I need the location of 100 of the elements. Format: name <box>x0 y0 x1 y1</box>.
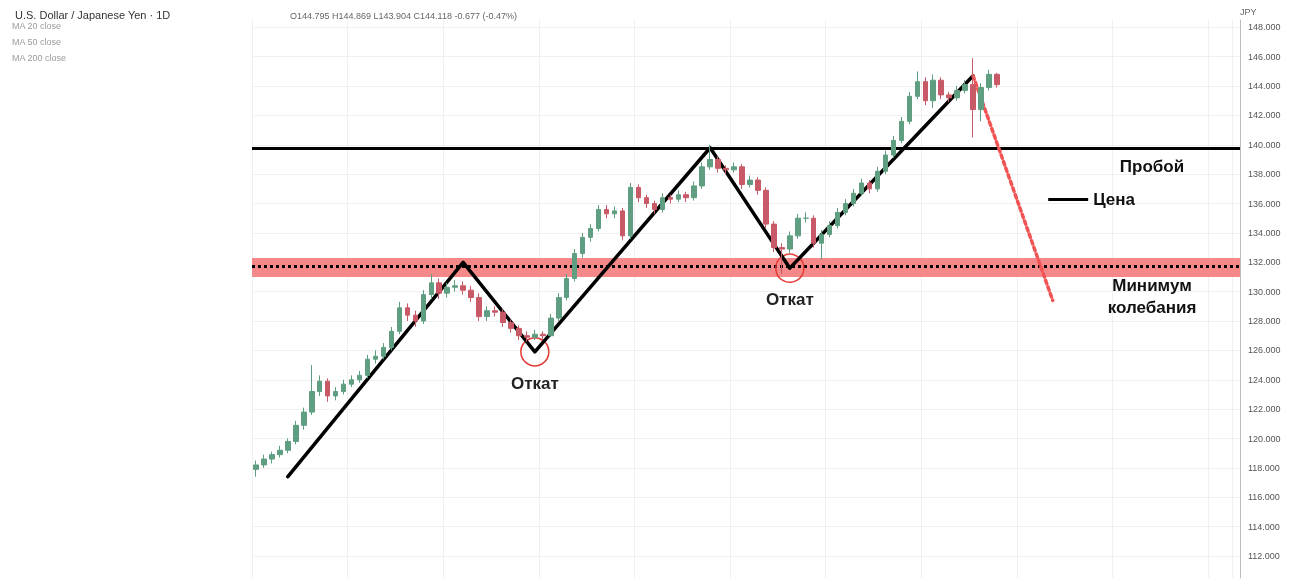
candlestick <box>516 324 522 341</box>
candlestick <box>301 407 307 431</box>
candlestick <box>835 207 840 230</box>
candlestick <box>930 73 936 109</box>
candlestick <box>261 454 267 469</box>
candlestick <box>811 214 816 249</box>
candlestick <box>723 164 729 175</box>
text: U.S. Dollar / Japanese Yen · 1D <box>15 8 171 21</box>
candlestick <box>986 69 992 91</box>
candlestick <box>883 150 888 175</box>
y-tick-label: 126.000 <box>1248 345 1281 356</box>
y-tick-label: 148.000 <box>1248 22 1281 33</box>
candlestick <box>468 285 474 303</box>
annotation: Откат <box>510 373 559 393</box>
y-tick-label: 114.000 <box>1248 521 1280 532</box>
candlestick <box>739 163 745 190</box>
candlestick <box>484 305 490 322</box>
candlestick <box>285 438 291 454</box>
candlestick <box>907 91 912 125</box>
candlestick <box>620 207 625 241</box>
candlestick <box>827 220 832 238</box>
candlestick <box>946 91 952 103</box>
candlestick <box>891 135 896 159</box>
y-tick-label: 132.000 <box>1248 257 1281 268</box>
candlestick <box>349 374 354 388</box>
candlestick <box>787 230 793 254</box>
candlestick <box>293 420 299 445</box>
candlestick <box>715 156 721 174</box>
candlestick <box>795 213 801 240</box>
annotation: Откат <box>765 289 814 309</box>
candlestick <box>875 166 880 193</box>
y-tick-label: 136.000 <box>1248 198 1281 209</box>
y-tick-label: 138.000 <box>1248 169 1281 180</box>
candlestick <box>915 70 920 100</box>
candlestick <box>508 319 514 334</box>
legend-label: Цена <box>1093 190 1136 209</box>
candlestick <box>628 182 633 240</box>
candlestick <box>644 194 649 209</box>
candlestick <box>564 273 569 301</box>
candlestick <box>436 277 442 300</box>
candlestick <box>899 116 904 144</box>
candlestick <box>962 79 968 94</box>
candlestick <box>317 374 322 397</box>
candlestick <box>548 313 554 338</box>
candlestick <box>253 460 259 478</box>
candlestick <box>341 379 346 395</box>
candlestick <box>381 342 386 360</box>
candlestick <box>994 72 1000 89</box>
candlestick <box>333 386 338 401</box>
text: MA 50 close <box>12 36 62 47</box>
candlestick <box>747 175 753 188</box>
candlestick <box>691 181 697 202</box>
candlestick <box>413 310 418 328</box>
y-axis-title: JPY <box>1240 6 1257 17</box>
y-tick-label: 118.000 <box>1248 462 1280 473</box>
candlestick <box>373 349 378 365</box>
candlestick <box>851 188 856 207</box>
y-tick-label: 134.000 <box>1248 227 1281 238</box>
y-tick-label: 146.000 <box>1248 51 1281 62</box>
candlestick <box>763 186 769 230</box>
candlestick <box>444 282 450 299</box>
candlestick <box>500 308 506 328</box>
candlestick <box>668 194 673 205</box>
candlestick <box>707 144 713 171</box>
candlestick <box>269 451 275 464</box>
ref-line-label: Пробой <box>1119 157 1185 177</box>
y-tick-label: 116.000 <box>1248 492 1280 503</box>
candlestick <box>556 292 562 322</box>
candlestick <box>596 204 601 232</box>
y-tick-label: 120.000 <box>1248 433 1281 444</box>
candlestick <box>452 279 458 293</box>
candlestick <box>731 161 737 174</box>
candlestick <box>683 191 689 203</box>
chart-subtitle: O144.795 H144.869 L143.904 C144.118 -0.677 (-0.47%) <box>290 10 517 21</box>
candlestick <box>540 330 546 341</box>
candlestick <box>389 326 394 351</box>
candlestick <box>859 178 864 197</box>
candlestick <box>779 242 785 275</box>
ref-line-label: Минимум колебания <box>1107 276 1197 318</box>
candlestick <box>325 377 330 403</box>
candlestick <box>636 183 641 203</box>
y-tick-label: 142.000 <box>1248 110 1281 121</box>
y-tick-label: 124.000 <box>1248 374 1281 385</box>
candlestick <box>460 280 466 296</box>
candlestick <box>699 161 705 190</box>
y-tick-label: 122.000 <box>1248 404 1281 415</box>
candlestick <box>492 305 498 318</box>
candlestick <box>421 289 426 325</box>
y-tick-label: 130.000 <box>1248 286 1281 297</box>
candlestick <box>938 76 944 100</box>
candlestick <box>277 445 283 459</box>
y-tick-label: 112.000 <box>1248 550 1280 561</box>
candlestick <box>365 354 370 379</box>
candlestick <box>676 189 681 203</box>
candlestick <box>923 76 928 106</box>
candlestick <box>954 85 960 102</box>
candlestick <box>978 82 984 122</box>
candlestick <box>429 273 434 300</box>
candlestick <box>588 223 593 243</box>
candlestick <box>771 220 777 253</box>
